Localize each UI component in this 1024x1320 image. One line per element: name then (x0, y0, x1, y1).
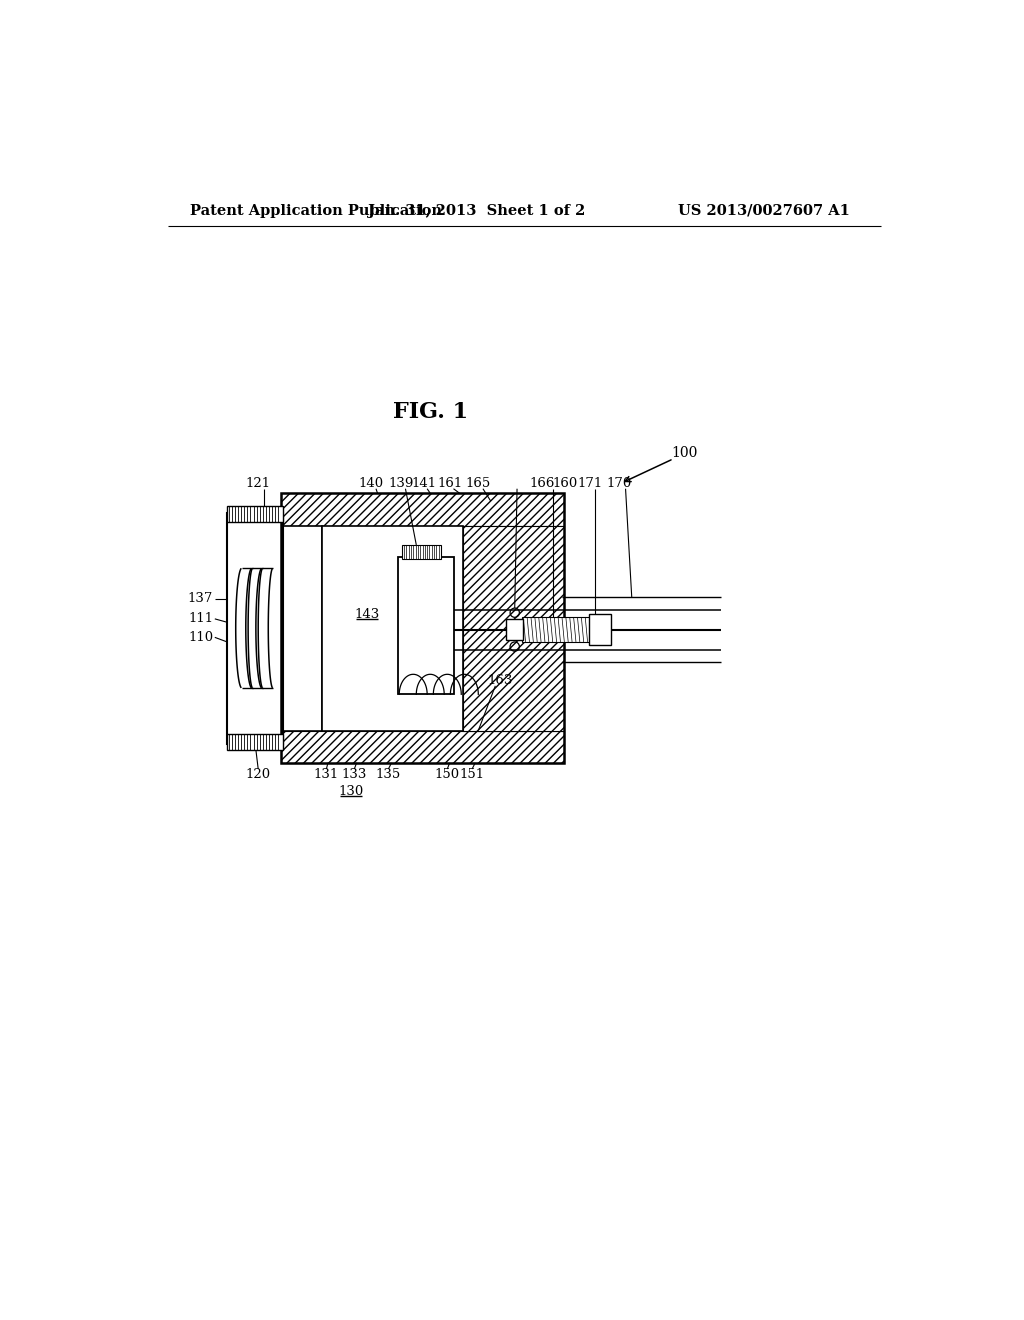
Text: 100: 100 (672, 446, 697, 459)
Text: 121: 121 (246, 477, 270, 490)
Bar (282, 494, 564, 525)
Text: 120: 120 (246, 768, 270, 781)
Bar (506, 619, 523, 640)
Text: Patent Application Publication: Patent Application Publication (190, 203, 442, 218)
Text: 161: 161 (437, 477, 462, 490)
Text: 139: 139 (388, 477, 414, 490)
Text: 143: 143 (354, 607, 379, 620)
Text: 141: 141 (412, 477, 436, 490)
Bar (282, 494, 564, 763)
Text: 133: 133 (342, 768, 367, 781)
Text: 137: 137 (187, 593, 213, 606)
Text: 111: 111 (188, 612, 213, 626)
Text: FIG. 1: FIG. 1 (392, 401, 468, 424)
Text: 150: 150 (435, 768, 460, 781)
Bar (521, 618, 590, 642)
Text: 166: 166 (529, 477, 555, 490)
Text: 163: 163 (487, 675, 513, 686)
Bar (397, 557, 454, 694)
Text: 131: 131 (313, 768, 339, 781)
Text: 165: 165 (466, 477, 490, 490)
Text: 151: 151 (460, 768, 484, 781)
Text: 171: 171 (578, 477, 602, 490)
Text: 110: 110 (188, 631, 213, 644)
Text: 135: 135 (376, 768, 401, 781)
Bar (589, 614, 611, 645)
Text: US 2013/0027607 A1: US 2013/0027607 A1 (678, 203, 850, 218)
Bar (227, 507, 283, 521)
Bar (282, 525, 322, 730)
Bar (463, 525, 564, 730)
Text: 170: 170 (607, 477, 632, 490)
Bar (282, 730, 564, 763)
Text: 160: 160 (553, 477, 578, 490)
Bar (227, 512, 283, 743)
Text: 130: 130 (339, 785, 364, 797)
Bar (322, 525, 463, 730)
Bar (227, 734, 283, 750)
Text: 140: 140 (358, 477, 384, 490)
Bar (402, 545, 441, 558)
Text: Jan. 31, 2013  Sheet 1 of 2: Jan. 31, 2013 Sheet 1 of 2 (368, 203, 586, 218)
